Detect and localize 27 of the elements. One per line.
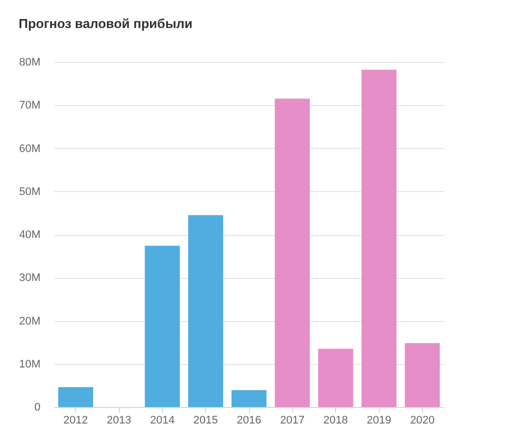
x-tick-label: 2017 bbox=[280, 414, 305, 426]
x-tick-label: 2015 bbox=[193, 414, 218, 426]
bar bbox=[274, 98, 310, 407]
y-tick-label: 60M bbox=[19, 142, 40, 155]
chart-title: Прогноз валовой прибыли bbox=[18, 16, 193, 31]
x-tick-label: 2018 bbox=[323, 414, 348, 426]
y-tick-label: 40M bbox=[19, 229, 40, 241]
bar bbox=[404, 343, 440, 407]
y-tick-label: 30M bbox=[19, 272, 40, 284]
x-tick-label: 2012 bbox=[63, 414, 88, 426]
bar bbox=[318, 348, 354, 407]
y-tick-label: 80M bbox=[19, 56, 40, 68]
x-tick-label: 2019 bbox=[366, 414, 392, 426]
y-tick-label: 20M bbox=[19, 315, 40, 328]
y-tick-label: 10M bbox=[19, 358, 40, 370]
x-tick-label: 2014 bbox=[150, 414, 175, 426]
bar bbox=[144, 246, 180, 407]
y-tick-label: 50M bbox=[19, 186, 40, 198]
bar bbox=[58, 387, 94, 407]
bar bbox=[232, 390, 266, 407]
y-tick-label: 70M bbox=[19, 100, 40, 112]
bar bbox=[362, 70, 396, 407]
bar bbox=[188, 215, 224, 407]
x-tick-label: 2016 bbox=[236, 414, 262, 426]
x-tick-label: 2020 bbox=[410, 414, 435, 426]
x-tick-label: 2013 bbox=[106, 414, 132, 426]
y-tick-label: 0 bbox=[34, 402, 40, 414]
